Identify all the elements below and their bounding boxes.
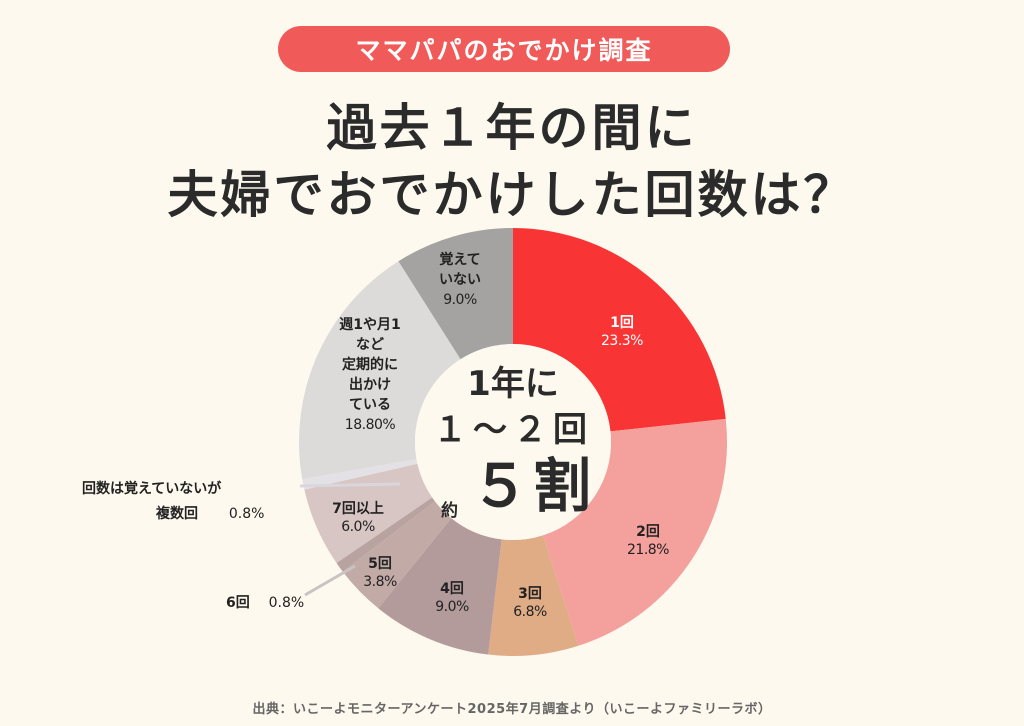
- label-name: など: [355, 337, 384, 353]
- donut-slice-7: [304, 463, 433, 564]
- label-pct: 21.8%: [627, 542, 669, 558]
- label-regular: 週1や月1 など 定期的に 出かけ ている 18.80%: [339, 315, 400, 435]
- label-name: ている: [348, 397, 391, 413]
- label-name: 1回: [610, 315, 634, 331]
- center-prefix: 約: [441, 501, 458, 521]
- label-pct: 0.8%: [268, 595, 305, 611]
- label-pct: 6.0%: [341, 519, 375, 535]
- label-pct: 6.8%: [513, 604, 547, 620]
- leader-line-6: [304, 564, 356, 597]
- label-3kai: 3回 6.8%: [513, 585, 547, 621]
- label-1kai: 1回 23.3%: [601, 314, 643, 350]
- label-4kai: 4回 9.0%: [435, 580, 469, 616]
- center-line2: １～２回: [433, 410, 593, 450]
- label-pct: 9.0%: [435, 599, 469, 615]
- label-name: 6回: [226, 595, 250, 611]
- label-name: 覚えて: [439, 252, 481, 268]
- chart-title-line1: 過去１年の間に: [326, 99, 698, 157]
- label-multiple-unknown-line2: 複数回 0.8%: [156, 503, 264, 523]
- label-name: 5回: [368, 556, 392, 572]
- label-name: 週1や月1: [339, 317, 401, 333]
- label-pct: 0.8%: [228, 506, 265, 522]
- label-pct: 18.80%: [344, 417, 396, 433]
- donut-slice-8: [302, 458, 418, 490]
- donut-slice-3: [488, 535, 579, 656]
- center-line1: 1年に: [467, 364, 559, 404]
- label-name: いない: [439, 272, 481, 288]
- donut-slice-4: [378, 518, 502, 655]
- label-name: 出かけ: [348, 377, 391, 393]
- donut-slice-5: [342, 501, 452, 609]
- label-pct: 9.0%: [443, 292, 477, 308]
- label-dont-remember: 覚えて いない 9.0%: [439, 250, 481, 310]
- label-name: 複数回: [156, 506, 198, 522]
- leader-line-multiple: [299, 482, 401, 488]
- label-5kai: 5回 3.8%: [363, 555, 397, 591]
- label-name: 2回: [636, 524, 660, 540]
- label-pct: 23.3%: [601, 333, 643, 349]
- label-pct: 3.8%: [363, 574, 397, 590]
- label-2kai: 2回 21.8%: [627, 523, 669, 559]
- donut-slice-6: [336, 497, 436, 572]
- donut-slice-1: [513, 228, 726, 432]
- label-multiple-unknown-line1: 回数は覚えていないが: [82, 481, 222, 497]
- label-7kai-ijou: 7回以上 6.0%: [332, 500, 384, 536]
- center-annotation: 1年に １～２回 約 ５割: [413, 358, 613, 528]
- donut-slice-9: [299, 261, 461, 480]
- chart-title-line2: 夫婦でおでかけした回数は？: [167, 166, 857, 224]
- label-name: 7回以上: [332, 501, 384, 517]
- survey-badge: ママパパのおでかけ調査: [278, 26, 730, 72]
- donut-slice-10: [398, 228, 513, 360]
- label-name: 定期的に: [341, 357, 398, 373]
- center-line3: ５割: [471, 452, 596, 520]
- label-name: 3回: [518, 586, 542, 602]
- source-citation: 出典：いこーよモニターアンケート2025年7月調査より（いこーよファミリーラボ）: [252, 702, 772, 717]
- label-6kai: 6回 0.8%: [226, 592, 304, 612]
- donut-hole: [415, 344, 611, 540]
- donut-slice-2: [542, 418, 727, 646]
- label-name: 4回: [440, 581, 464, 597]
